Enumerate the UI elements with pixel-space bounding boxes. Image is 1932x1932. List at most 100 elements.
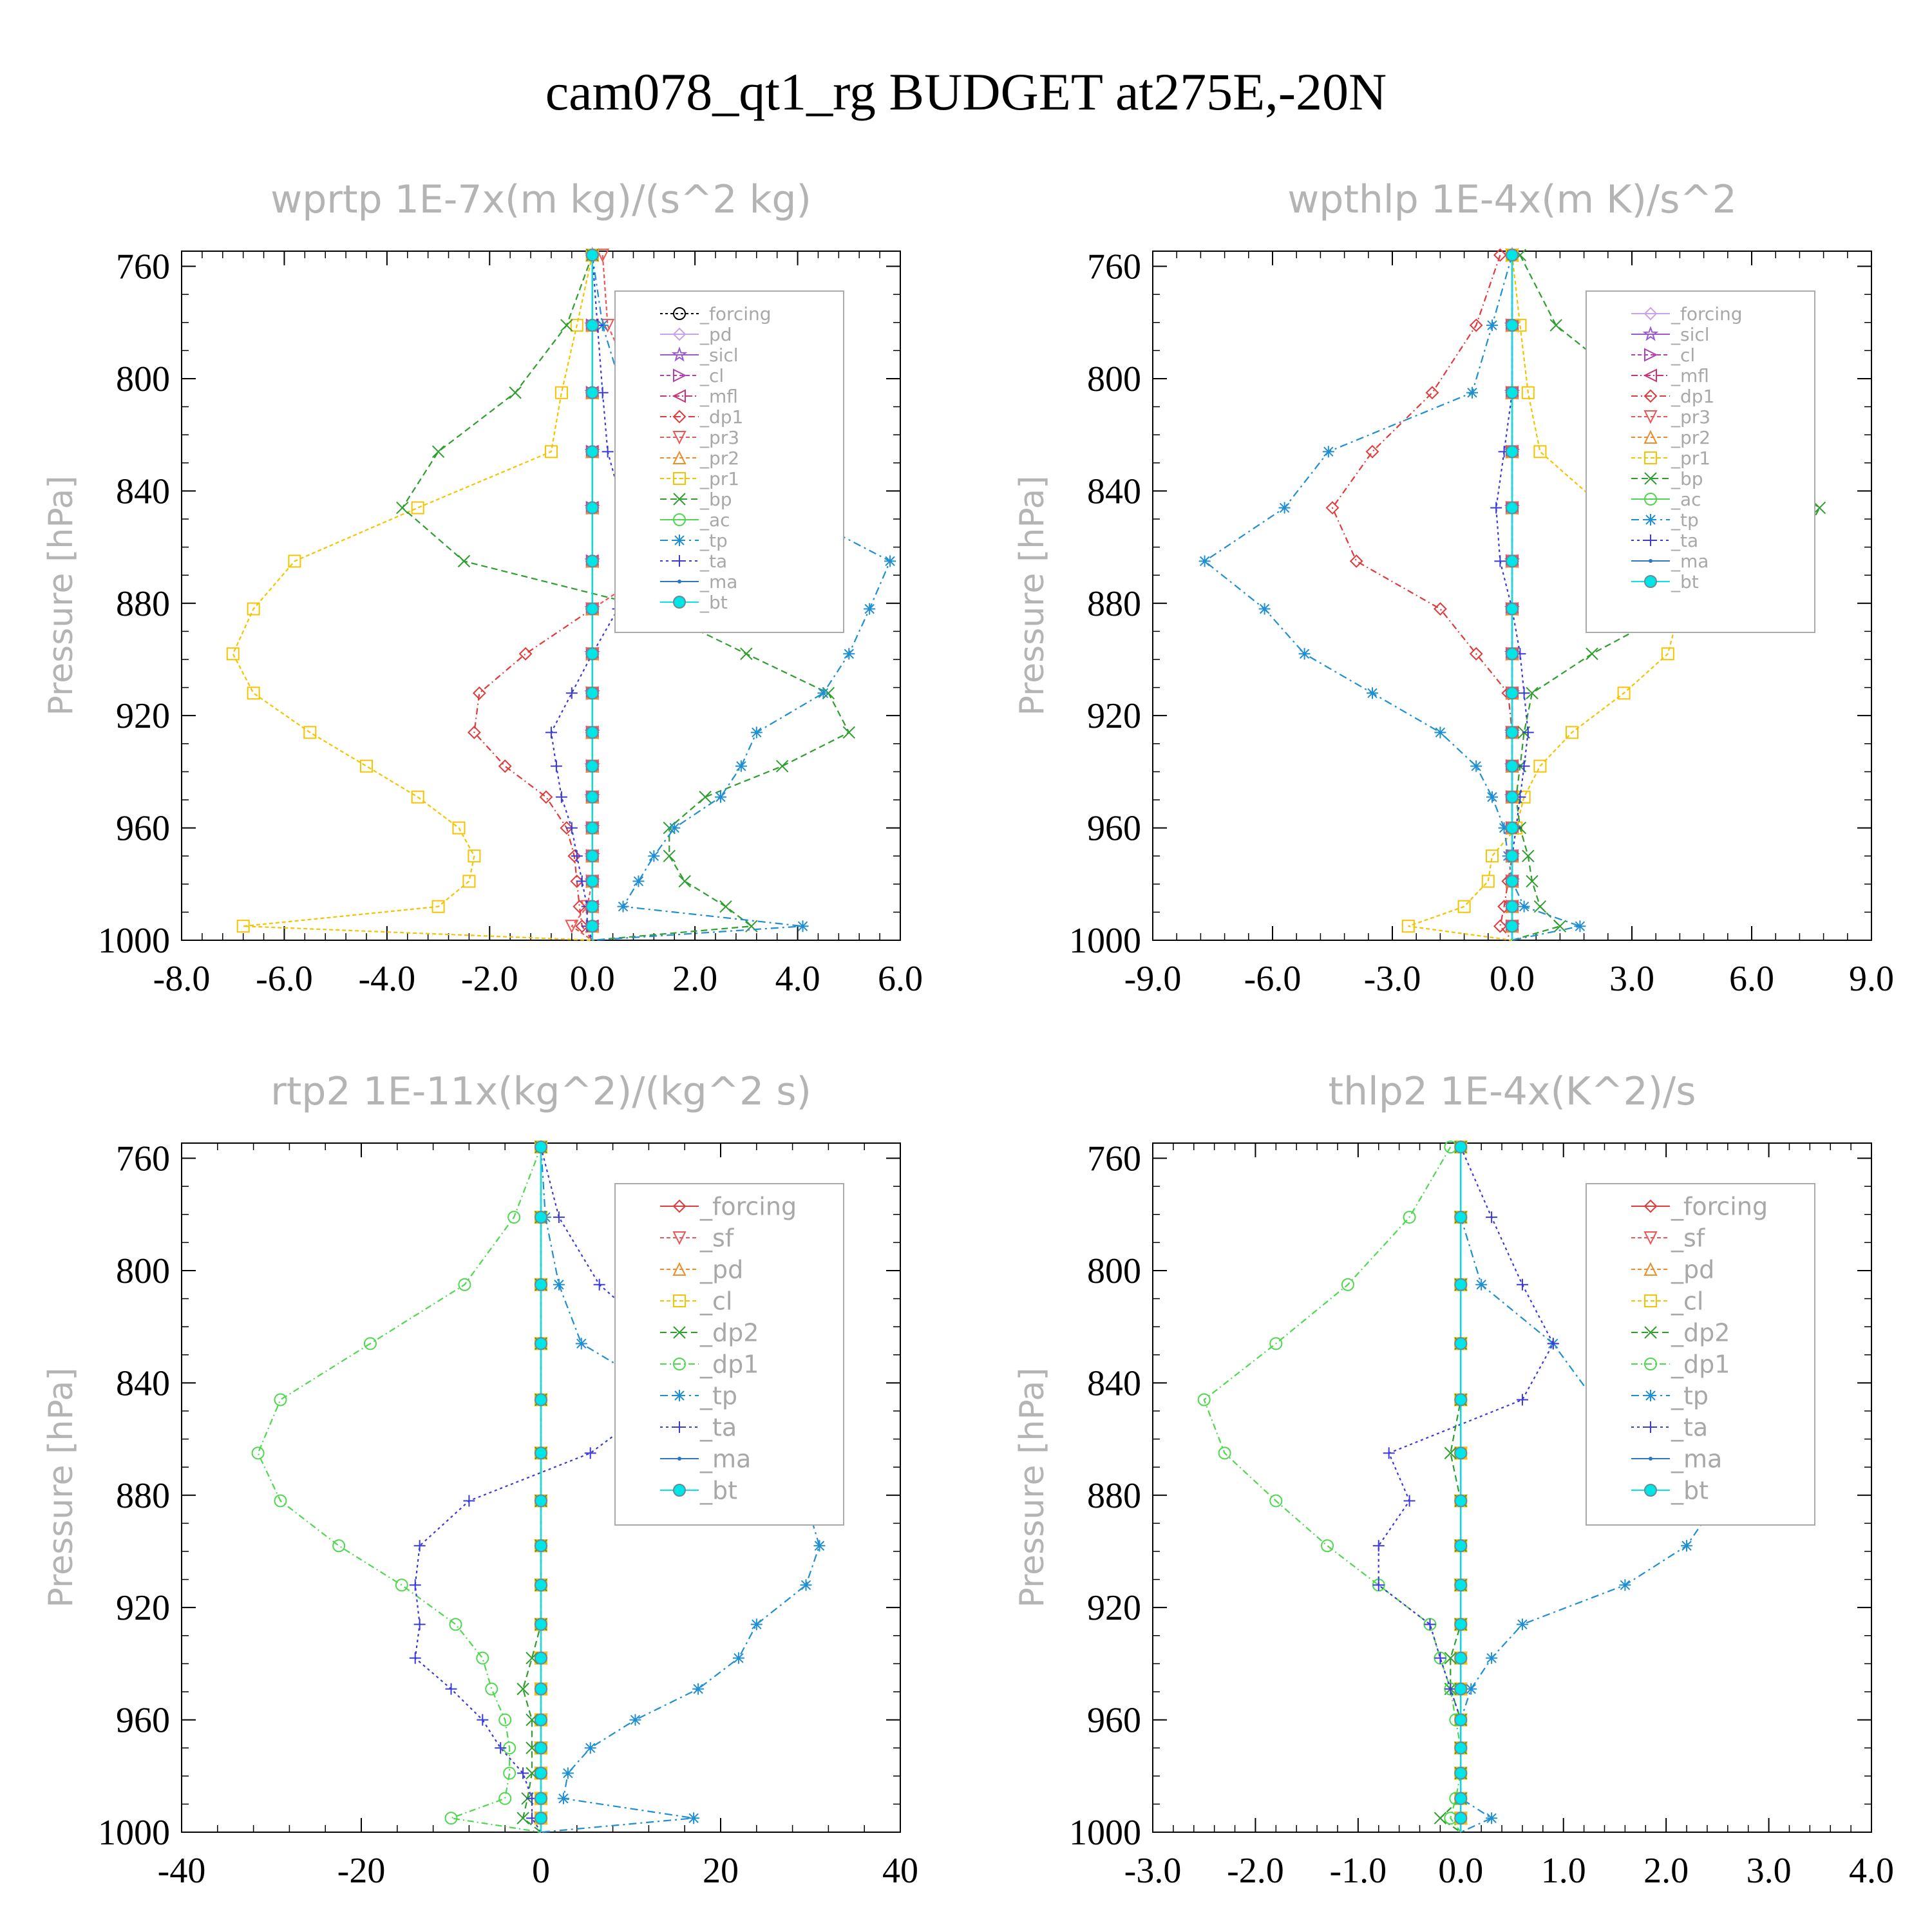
data-point xyxy=(247,602,260,616)
legend-marker xyxy=(672,450,687,464)
data-point xyxy=(236,920,250,933)
data-point xyxy=(535,1578,547,1592)
data-point xyxy=(535,1812,547,1825)
legend-label: _sicl xyxy=(699,345,739,366)
data-point xyxy=(1218,1446,1231,1460)
legend-marker xyxy=(672,389,686,403)
legend-label: _tp xyxy=(699,530,728,551)
data-point xyxy=(1486,319,1498,332)
data-point xyxy=(1518,900,1530,913)
data-point xyxy=(409,1579,421,1591)
legend-marker xyxy=(1645,1390,1656,1401)
legend-label: _ma xyxy=(699,571,737,592)
data-point xyxy=(449,1618,462,1631)
legend: _forcing_pd_sicl_cl_mfl_dp1_pr3_pr2_pr1_… xyxy=(614,290,844,633)
legend-marker xyxy=(674,555,685,567)
data-point xyxy=(570,319,583,332)
data-point xyxy=(1506,821,1519,835)
legend-item: _mfl xyxy=(1631,365,1709,386)
legend-item: _tp xyxy=(1631,1381,1709,1410)
series_bt xyxy=(585,249,599,940)
data-point xyxy=(750,1618,762,1631)
data-point xyxy=(567,849,582,863)
data-point xyxy=(1516,1278,1528,1291)
legend-label: _sf xyxy=(1671,1224,1706,1252)
y-tick-label: 880 xyxy=(1087,584,1141,624)
data-point xyxy=(1197,1393,1211,1406)
legend-label: _pr1 xyxy=(1671,448,1710,469)
y-tick-label: 1000 xyxy=(1069,1813,1141,1853)
data-point xyxy=(1434,1812,1447,1824)
x-tick-label: -4.0 xyxy=(359,959,416,999)
legend-label: _dp2 xyxy=(1671,1318,1730,1347)
series_bt xyxy=(1454,1141,1468,1832)
legend-item: _mfl xyxy=(660,386,738,407)
legend-item: _tp xyxy=(1631,509,1699,531)
x-tick-label: -1.0 xyxy=(1330,1851,1387,1891)
data-point xyxy=(560,319,573,332)
data-point xyxy=(1454,1741,1468,1755)
legend-marker xyxy=(1643,1199,1658,1213)
x-tick-label: -2.0 xyxy=(1227,1851,1284,1891)
x-tick-label: -9.0 xyxy=(1124,959,1182,999)
legend-marker xyxy=(673,493,686,506)
data-point xyxy=(585,875,599,888)
y-tick-label: 760 xyxy=(116,247,170,287)
data-point xyxy=(719,900,732,913)
data-point xyxy=(596,249,610,263)
x-tick-label: -3.0 xyxy=(1124,1851,1182,1891)
data-point xyxy=(452,821,466,835)
data-point xyxy=(247,687,260,700)
legend-label: _tp xyxy=(1671,509,1699,531)
data-point xyxy=(476,1651,489,1665)
panel-4: thlp2 1E-4x(K^2)/s Pressure [hPa] 760 800 84… xyxy=(1013,1069,1894,1891)
legend-marker xyxy=(673,1294,686,1307)
data-point xyxy=(1454,1682,1468,1696)
data-point xyxy=(688,1812,700,1824)
data-point xyxy=(431,445,445,459)
y-tick-label: 1000 xyxy=(1069,921,1141,961)
data-point xyxy=(1486,1812,1498,1824)
legend-item: _dp1 xyxy=(660,1350,759,1378)
y-tick-label: 760 xyxy=(1087,247,1141,287)
data-point xyxy=(274,1494,287,1508)
figure-title: cam078_qt1_rg BUDGET at275E,-20N xyxy=(545,62,1387,121)
data-point xyxy=(1486,1211,1498,1224)
plot-frame xyxy=(1152,1142,1872,1833)
data-point xyxy=(517,1767,529,1779)
data-point xyxy=(411,790,424,804)
legend-item: _ma xyxy=(1631,1444,1722,1473)
data-point xyxy=(1506,849,1519,863)
data-point xyxy=(1454,1713,1468,1727)
legend-label: _cl xyxy=(1671,345,1695,366)
data-point xyxy=(1470,760,1482,772)
data-point xyxy=(1506,445,1519,459)
legend-label: _ac xyxy=(1671,489,1701,510)
data-point xyxy=(1493,919,1507,933)
data-point xyxy=(535,1337,547,1350)
data-point xyxy=(1506,319,1519,332)
data-point xyxy=(1365,444,1379,459)
legend-item: _ta xyxy=(660,551,727,572)
data-point xyxy=(678,875,691,888)
data-point xyxy=(535,1446,547,1460)
data-point xyxy=(555,791,567,803)
data-point xyxy=(735,760,747,772)
legend-marker xyxy=(677,1457,681,1461)
panel-title: rtp2 1E-11x(kg^2)/(kg^2 s) xyxy=(270,1069,811,1114)
data-point xyxy=(648,850,660,862)
legend-label: _bp xyxy=(699,489,732,510)
legend-marker xyxy=(1642,326,1659,341)
data-point xyxy=(565,687,578,699)
series-line xyxy=(232,254,593,942)
legend-item: _sf xyxy=(660,1224,735,1252)
data-point xyxy=(535,1618,547,1631)
legend-label: _pd xyxy=(699,1255,743,1283)
legend-marker xyxy=(673,596,686,609)
legend-marker xyxy=(1644,472,1657,485)
x-tick-label: 2.0 xyxy=(672,959,717,999)
data-point xyxy=(1454,1337,1468,1350)
x-tick-label: 6.0 xyxy=(1729,959,1774,999)
data-point xyxy=(1526,687,1539,700)
data-point xyxy=(1403,1211,1416,1224)
